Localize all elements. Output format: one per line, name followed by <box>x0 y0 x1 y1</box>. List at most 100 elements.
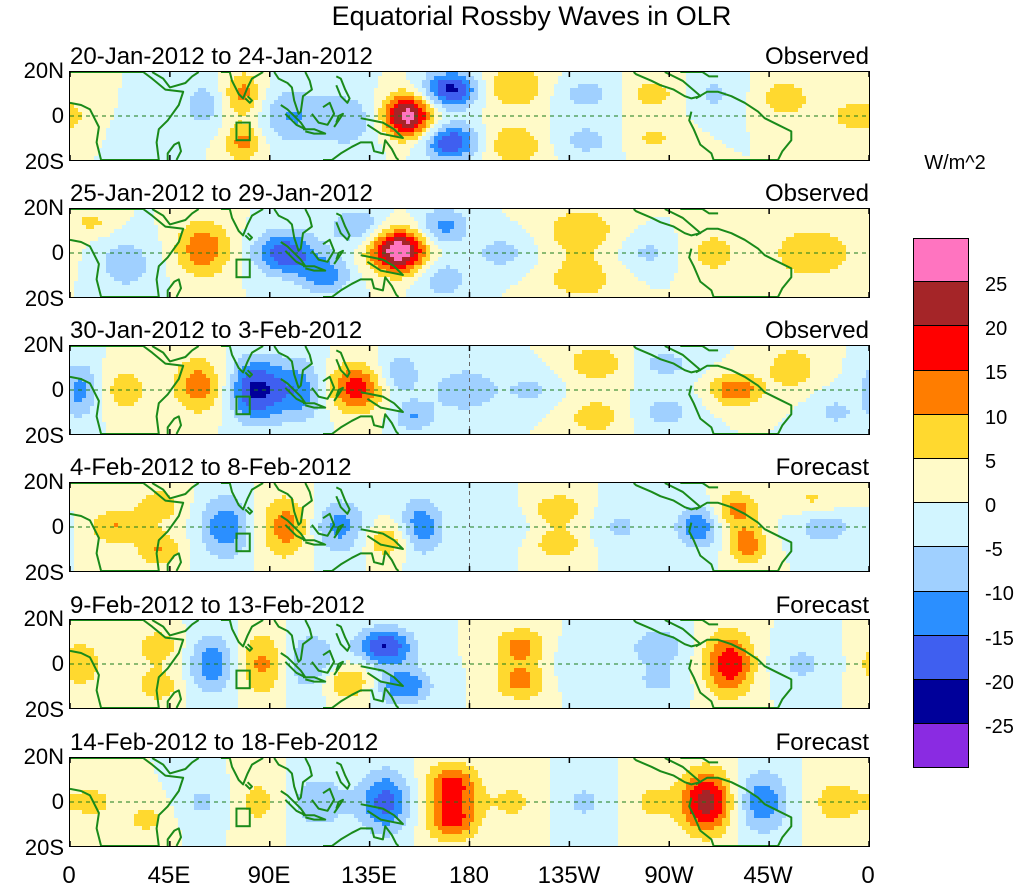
indochina-outline <box>273 483 313 526</box>
panel-3-kind: Observed <box>764 317 869 344</box>
philippines-outline <box>335 212 351 241</box>
cuba-caribbean-outline <box>680 209 719 215</box>
x-tick-label-45e: 45E <box>147 862 191 889</box>
mexico-central-america-outline <box>633 209 702 237</box>
olr-contour-band-2 <box>70 72 869 160</box>
srilanka-outline <box>244 232 253 241</box>
colorbar-cell-9 <box>913 591 969 636</box>
philippines-outline <box>335 349 351 378</box>
panel-2-ylab-20n: 20N <box>23 195 64 220</box>
sulawesi-outline <box>333 660 344 676</box>
sumatra-outline <box>280 241 307 268</box>
olr-contour-band-1 <box>94 72 750 160</box>
indochina-outline <box>273 620 313 663</box>
panel-2-ylab-0: 0 <box>51 240 64 265</box>
panel-2-kind: Observed <box>764 180 869 207</box>
colorbar-label-m10: -10 <box>985 583 1014 605</box>
olr-contour-band-0 <box>70 209 869 297</box>
south-america-outline <box>688 501 793 571</box>
madagascar-outline <box>166 689 182 708</box>
colorbar-label-m25: -25 <box>985 716 1014 738</box>
srilanka-outline <box>244 369 253 378</box>
panel-5-map <box>69 619 870 709</box>
region-box <box>235 121 251 142</box>
colorbar-cell-7 <box>913 503 969 548</box>
mexico-central-america-outline <box>633 346 702 374</box>
sulawesi-outline <box>333 798 344 814</box>
sulawesi-outline <box>333 112 344 128</box>
newguinea-outline <box>360 391 404 413</box>
australia-outline <box>323 276 400 297</box>
philippines-outline <box>335 75 351 104</box>
olr-contour-band-1 <box>150 758 802 846</box>
olr-contour-band-5 <box>438 80 466 152</box>
sumatra-outline <box>280 790 307 817</box>
panel-6-field <box>70 758 869 846</box>
panel-1-map <box>69 71 870 161</box>
india-outline <box>220 620 264 648</box>
sulawesi-outline <box>333 523 344 539</box>
x-tick-label-0: 0 <box>62 862 76 889</box>
colorbar-cell-12 <box>913 724 969 769</box>
olr-contour-band-2 <box>94 491 818 563</box>
madagascar-outline <box>166 141 182 160</box>
cuba-caribbean-outline <box>680 620 719 626</box>
india-outline <box>220 758 264 786</box>
borneo-outline <box>311 238 336 263</box>
sumatra-outline <box>280 515 307 542</box>
java-outline <box>303 402 327 409</box>
india-outline <box>220 209 264 237</box>
africa-outline <box>70 620 185 708</box>
newguinea-outline <box>360 528 404 550</box>
x-tick-label-135w: 135W <box>537 862 601 889</box>
philippines-outline <box>335 761 351 790</box>
colorbar-cell-2 <box>913 282 969 327</box>
panel-4-map <box>69 482 870 572</box>
olr-contour-band-3 <box>202 495 846 559</box>
region-box <box>235 258 251 279</box>
madagascar-outline <box>166 552 182 571</box>
colorbar-label-m5: -5 <box>985 539 1003 561</box>
panel-2-ylab-20s: 20S <box>24 286 64 311</box>
africa-outline <box>70 209 185 297</box>
arabia-outline <box>151 72 200 89</box>
colorbar-label-25: 25 <box>985 274 1008 296</box>
panel-6-ylab-0: 0 <box>51 789 64 814</box>
indochina-outline <box>273 758 313 801</box>
panel-2-date: 25-Jan-2012 to 29-Jan-2012 <box>70 180 373 207</box>
south-america-outline <box>688 776 793 846</box>
chart-title: Equatorial Rossby Waves in OLR <box>331 1 732 31</box>
olr-contour-band-7 <box>446 84 458 92</box>
south-america-outline <box>688 638 793 708</box>
sulawesi-outline <box>333 249 344 265</box>
sulawesi-outline <box>333 386 344 402</box>
arabia-outline <box>151 209 200 226</box>
colorbar-units: W/m^2 <box>924 152 986 174</box>
madagascar-outline <box>166 278 182 297</box>
java-outline <box>303 265 327 272</box>
mexico-central-america-outline <box>633 620 702 648</box>
java-outline <box>303 814 327 821</box>
mexico-central-america-outline <box>633 72 702 100</box>
madagascar-outline <box>166 415 182 434</box>
x-tick-label-180: 180 <box>448 862 490 889</box>
newguinea-outline <box>360 117 404 139</box>
panel-4-field <box>70 483 869 571</box>
panel-3-ylab-20n: 20N <box>23 332 64 357</box>
olr-contour-band-0 <box>70 483 869 571</box>
colorbar-label-5: 5 <box>985 451 997 473</box>
colorbar-cell-10 <box>913 635 969 680</box>
australia-outline <box>323 550 400 571</box>
olr-contour-band-7 <box>382 644 386 648</box>
cuba-caribbean-outline <box>680 72 719 78</box>
olr-contour-band-0 <box>70 72 869 160</box>
panel-6-ylab-20s: 20S <box>24 835 64 860</box>
panel-6-kind: Forecast <box>775 729 869 756</box>
australia-outline <box>323 139 400 160</box>
olr-contour-band-4 <box>202 632 422 696</box>
indochina-outline <box>273 346 313 389</box>
colorbar-label-10: 10 <box>985 407 1008 429</box>
borneo-outline <box>311 512 336 537</box>
australia-outline <box>323 687 400 708</box>
colorbar-cell-6 <box>913 458 969 504</box>
